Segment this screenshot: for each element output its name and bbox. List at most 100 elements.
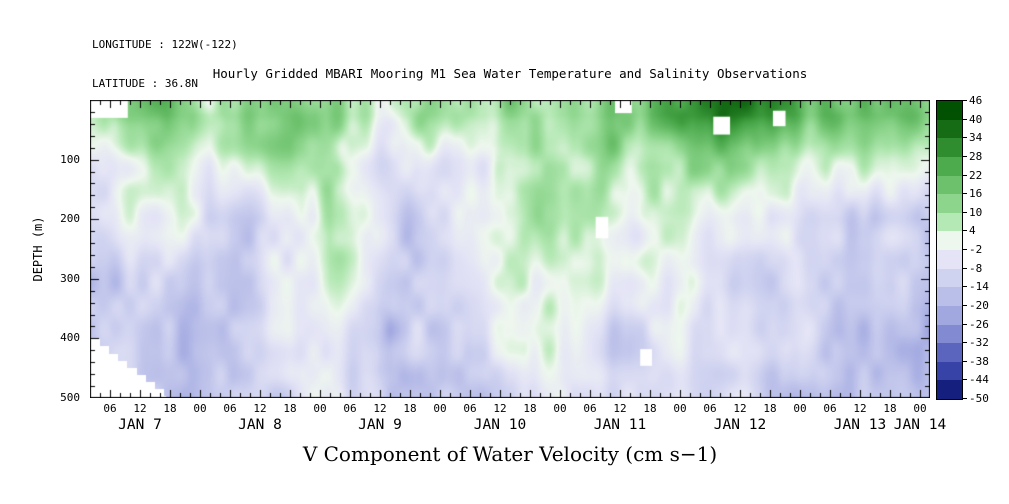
x-hour-tick-label: 00 xyxy=(193,402,207,415)
x-day-label: JAN 14 xyxy=(893,417,947,433)
colorbar-band xyxy=(937,268,962,288)
x-day-label: JAN 12 xyxy=(713,417,767,433)
x-hour-tick-label: 06 xyxy=(343,402,357,415)
colorbar-band xyxy=(937,138,962,157)
colorbar-tick-labels: 46 40 34 28 22 16 10 4 -2 -8 -14 -20 -26 -32 -38 -44 -50 xyxy=(963,94,1003,405)
figure-caption: V Component of Water Velocity (cm s−1) xyxy=(302,442,718,466)
x-hour-tick-label: 18 xyxy=(283,402,297,415)
header-latitude: LATITUDE : 36.8N xyxy=(92,77,198,90)
x-hour-tick-label: 18 xyxy=(163,402,177,415)
plot-title: Hourly Gridded MBARI Mooring M1 Sea Wate… xyxy=(212,66,808,81)
colorbar-tick xyxy=(963,230,967,232)
colorbar-band xyxy=(937,380,962,399)
colorbar-tick xyxy=(963,379,967,381)
colorbar-band xyxy=(937,212,962,232)
y-tick-label: 300 xyxy=(60,271,80,285)
colorbar-tick-label: -32 xyxy=(969,336,989,350)
colorbar-tick-label: -50 xyxy=(969,392,989,405)
colorbar-tick xyxy=(963,211,967,213)
colorbar-band xyxy=(937,175,962,195)
x-day-label: JAN 13 xyxy=(833,417,887,433)
y-axis-label: DEPTH (m) xyxy=(31,216,45,282)
x-axis-hour-labels: 06 12 18 00 06 12 18 00 06 12 18 00 06 12 18 00 06 12 18 00… xyxy=(90,402,950,416)
colorbar-band xyxy=(937,156,962,176)
colorbar-tick xyxy=(963,100,967,101)
x-hour-tick-label: 18 xyxy=(883,402,897,415)
colorbar-band xyxy=(937,194,962,213)
x-hour-tick-label: 18 xyxy=(523,402,537,415)
colorbar-band xyxy=(937,343,962,362)
colorbar-tick xyxy=(963,193,967,195)
x-day-label: JAN 9 xyxy=(358,417,402,433)
x-hour-tick-label: 18 xyxy=(643,402,657,415)
y-tick-label: 400 xyxy=(60,331,80,345)
colorbar-band xyxy=(937,361,962,381)
colorbar-tick-label: -2 xyxy=(969,243,983,256)
x-hour-tick-label: 12 xyxy=(613,402,627,415)
colorbar-tick xyxy=(963,137,967,139)
x-hour-tick-label: 06 xyxy=(703,402,717,415)
colorbar-tick-label: -14 xyxy=(969,280,989,294)
x-day-label: JAN 10 xyxy=(473,417,527,433)
colorbar-tick xyxy=(963,398,967,399)
colorbar-band xyxy=(937,324,962,344)
x-day-label: JAN 11 xyxy=(593,417,647,433)
colorbar-tick xyxy=(963,118,967,120)
x-hour-tick-label: 06 xyxy=(583,402,597,415)
colorbar-tick-label: 10 xyxy=(969,205,983,219)
x-hour-tick-label: 12 xyxy=(373,402,387,415)
x-hour-tick-label: 12 xyxy=(133,402,147,415)
y-tick-label: 200 xyxy=(60,212,80,226)
colorbar-band xyxy=(937,250,962,269)
x-hour-tick-label: 12 xyxy=(853,402,867,415)
colorbar-tick xyxy=(963,267,967,269)
x-hour-tick-label: 00 xyxy=(313,402,327,415)
x-hour-tick-label: 18 xyxy=(763,402,777,415)
x-hour-tick-label: 00 xyxy=(913,402,927,415)
colorbar-band xyxy=(937,231,962,250)
heatmap-canvas xyxy=(90,100,930,398)
colorbar-tick xyxy=(963,342,967,344)
x-hour-tick-label: 00 xyxy=(673,402,687,415)
colorbar-tick-label: 16 xyxy=(969,187,983,201)
x-hour-tick-label: 00 xyxy=(553,402,567,415)
x-hour-tick-label: 06 xyxy=(463,402,477,415)
colorbar-tick-label: 28 xyxy=(969,149,983,163)
y-axis-tick-labels: 100 200 300 400 500 xyxy=(48,100,84,404)
x-axis-day-labels: JAN 7 JAN 8 JAN 9 JAN 10 JAN 11 JAN 12 JAN 13 J… xyxy=(90,417,990,435)
colorbar-tick-label: -20 xyxy=(969,298,989,312)
x-hour-tick-label: 06 xyxy=(823,402,837,415)
colorbar-tick xyxy=(963,286,967,288)
x-hour-tick-label: 18 xyxy=(403,402,417,415)
x-hour-tick-label: 00 xyxy=(793,402,807,415)
x-hour-tick-label: 12 xyxy=(733,402,747,415)
colorbar-tick-label: 40 xyxy=(969,112,983,126)
x-day-label: JAN 8 xyxy=(238,417,282,433)
x-hour-tick-label: 12 xyxy=(493,402,507,415)
y-tick-label: 100 xyxy=(60,152,80,166)
colorbar-band xyxy=(937,101,962,120)
y-tick-label: 500 xyxy=(60,391,80,404)
x-day-label: JAN 7 xyxy=(118,417,162,433)
colorbar-tick xyxy=(963,323,967,325)
colorbar-band xyxy=(937,287,962,306)
colorbar xyxy=(936,100,963,400)
x-hour-tick-label: 06 xyxy=(223,402,237,415)
colorbar-tick-label: -44 xyxy=(969,373,989,387)
colorbar-tick-label: 22 xyxy=(969,168,983,182)
colorbar-band xyxy=(937,305,962,325)
colorbar-tick-label: 34 xyxy=(969,131,983,145)
header-longitude: LONGITUDE : 122W(-122) xyxy=(92,38,238,51)
colorbar-tick-label: 46 xyxy=(969,94,983,107)
colorbar-tick xyxy=(963,155,967,157)
colorbar-tick-label: -8 xyxy=(969,261,983,275)
colorbar-tick-label: -38 xyxy=(969,354,989,368)
colorbar-tick xyxy=(963,304,967,306)
x-hour-tick-label: 12 xyxy=(253,402,267,415)
colorbar-tick xyxy=(963,360,967,362)
colorbar-tick xyxy=(963,249,967,250)
colorbar-tick-label: 4 xyxy=(969,224,976,238)
colorbar-band xyxy=(937,119,962,139)
colorbar-tick-label: -26 xyxy=(969,317,989,331)
